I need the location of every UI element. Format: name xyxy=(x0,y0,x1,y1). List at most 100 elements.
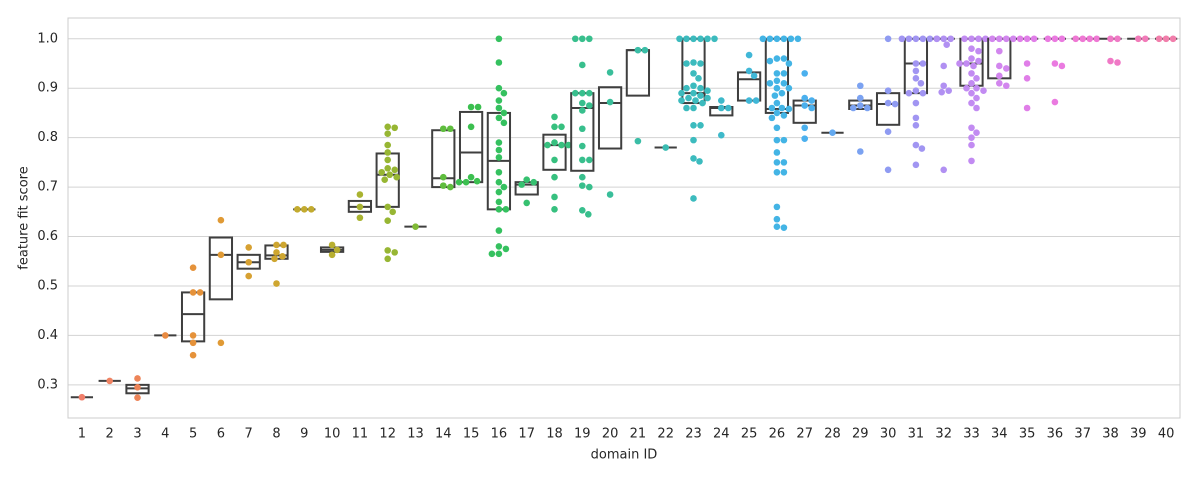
swarm-point xyxy=(495,250,503,258)
swarm-point xyxy=(884,128,892,136)
swarm-point xyxy=(857,102,864,109)
x-tick-label: 12 xyxy=(379,427,396,442)
swarm-point xyxy=(975,47,982,55)
swarm-point xyxy=(982,35,989,43)
y-tick-label: 0.8 xyxy=(37,130,58,145)
swarm-point xyxy=(1023,75,1031,82)
swarm-point xyxy=(1023,104,1031,112)
swarm-point xyxy=(794,35,802,43)
swarm-point xyxy=(495,168,503,176)
box xyxy=(625,49,651,97)
x-tick-label: 14 xyxy=(435,427,452,442)
swarm-point xyxy=(940,35,947,43)
swarm-point xyxy=(768,114,776,122)
swarm-point xyxy=(704,87,711,94)
swarm-point xyxy=(196,289,204,296)
swarm-point xyxy=(801,70,808,77)
swarm-point xyxy=(1086,35,1093,43)
swarm-point xyxy=(412,223,419,230)
swarm-point xyxy=(690,136,697,144)
swarm-point xyxy=(943,41,950,48)
swarm-point xyxy=(1016,35,1024,43)
swarm-point xyxy=(579,173,586,181)
swarm-point xyxy=(384,217,392,225)
swarm-point xyxy=(1023,60,1031,67)
swarm-point xyxy=(502,245,510,253)
swarm-point xyxy=(898,35,906,43)
swarm-point xyxy=(780,224,788,231)
x-tick-label: 15 xyxy=(463,427,480,442)
x-tick-label: 19 xyxy=(574,427,591,442)
swarm-point xyxy=(662,144,669,151)
swarm-point xyxy=(495,188,503,196)
swarm-point xyxy=(745,51,753,59)
swarm-point xyxy=(940,62,947,70)
swarm-point xyxy=(690,82,697,90)
swarm-point xyxy=(495,206,503,213)
swarm-point xyxy=(919,60,927,67)
swarm-point xyxy=(787,35,795,43)
swarm-point xyxy=(996,47,1003,55)
swarm-point xyxy=(768,104,776,112)
x-tick-label: 17 xyxy=(518,427,535,442)
swarm-point xyxy=(857,82,864,90)
swarm-point xyxy=(801,135,808,142)
swarm-point xyxy=(697,60,704,67)
swarm-point xyxy=(378,168,386,176)
swarm-point xyxy=(333,246,341,254)
swarm-point xyxy=(773,159,781,166)
x-tick-label: 7 xyxy=(245,427,253,442)
swarm-point xyxy=(558,141,565,149)
swarm-point xyxy=(752,97,760,104)
swarm-point xyxy=(973,104,980,112)
swarm-point xyxy=(773,55,781,62)
swarm-point xyxy=(968,124,975,132)
swarm-point xyxy=(495,178,503,186)
x-tick-label: 40 xyxy=(1158,427,1175,442)
swarm-point xyxy=(551,156,558,164)
swarm-point xyxy=(801,124,808,132)
swarm-point xyxy=(1003,82,1010,90)
swarm-point xyxy=(189,351,197,359)
swarm-point xyxy=(1051,98,1059,106)
swarm-point xyxy=(518,181,525,188)
swarm-point xyxy=(697,121,704,129)
x-tick-label: 32 xyxy=(935,427,952,442)
y-tick-label: 0.6 xyxy=(37,229,58,244)
swarm-point xyxy=(495,154,503,161)
swarm-point xyxy=(572,89,579,97)
swarm-point xyxy=(808,104,815,112)
x-tick-label: 6 xyxy=(217,427,225,442)
swarm-point xyxy=(384,165,392,172)
swarm-point xyxy=(579,89,586,97)
swarm-point xyxy=(829,129,836,137)
swarm-point xyxy=(690,195,697,202)
swarm-point xyxy=(912,87,920,94)
swarm-point xyxy=(586,183,593,191)
x-tick-label: 26 xyxy=(769,427,786,442)
x-axis-label: domain ID xyxy=(591,448,658,463)
swarm-point xyxy=(356,191,364,198)
x-tick-label: 8 xyxy=(272,427,280,442)
swarm-point xyxy=(1058,35,1066,43)
swarm-point xyxy=(968,134,975,141)
swarm-point xyxy=(551,206,558,213)
swarm-point xyxy=(134,394,141,402)
swarm-point xyxy=(692,97,699,104)
x-tick-label: 9 xyxy=(300,427,308,442)
swarm-point xyxy=(447,183,454,191)
swarm-point xyxy=(495,84,503,92)
swarm-point xyxy=(273,249,280,256)
swarm-point xyxy=(245,258,252,266)
swarm-point xyxy=(440,125,447,133)
swarm-point xyxy=(940,166,947,174)
swarm-point xyxy=(245,244,252,251)
swarm-point xyxy=(217,216,225,224)
swarm-point xyxy=(975,35,982,43)
swarm-point xyxy=(912,60,920,67)
swarm-point xyxy=(440,182,447,189)
swarm-point xyxy=(585,210,592,218)
swarm-point xyxy=(328,241,336,249)
x-tick-label: 33 xyxy=(963,427,980,442)
swarm-point xyxy=(384,247,392,254)
